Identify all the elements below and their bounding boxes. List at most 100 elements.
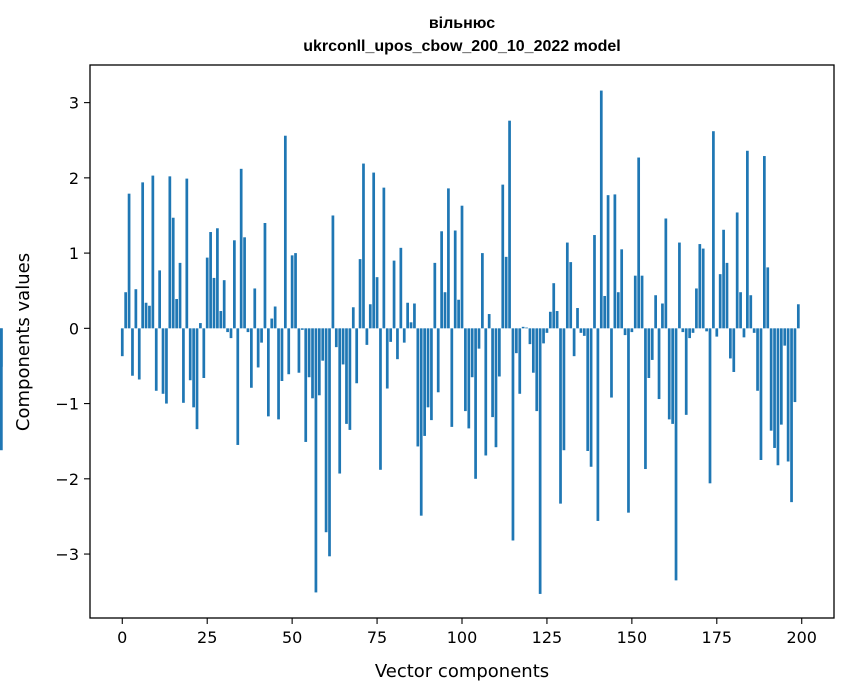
bar-42 (263, 223, 267, 329)
bar-154 (644, 328, 647, 470)
bar-140 (596, 328, 600, 521)
bar-81 (396, 328, 399, 360)
bar-1 (124, 292, 128, 329)
bar-10 (154, 328, 158, 391)
bar-32 (229, 328, 233, 339)
y-axis-ticks: −3 −2 −1 0 1 2 3 (55, 94, 90, 564)
bar-101 (464, 328, 467, 412)
bar-108 (487, 314, 491, 329)
bar-124 (542, 328, 545, 344)
bar-164 (678, 242, 681, 329)
bar-104 (474, 328, 477, 479)
bar-137 (586, 328, 590, 451)
bar-185 (749, 295, 753, 329)
bar-105 (477, 328, 481, 349)
chart-subtitle: ukrconll_upos_cbow_200_10_2022 model (303, 38, 620, 55)
bar-199 (796, 304, 800, 329)
bar-71 (362, 163, 365, 329)
bar-158 (657, 328, 661, 400)
y-axis-label: Components values (13, 253, 34, 431)
bar-178 (725, 262, 729, 329)
bar-176 (718, 274, 722, 329)
bar-76 (379, 328, 382, 470)
bar-117 (518, 328, 522, 394)
bar-44 (270, 318, 274, 329)
y-tick-label: 1 (69, 244, 79, 263)
y-tick-label: 0 (69, 319, 79, 338)
bar-48 (283, 135, 287, 329)
bar-181 (735, 212, 739, 329)
bar-13 (165, 328, 168, 404)
bar-14 (168, 176, 172, 329)
bar-37 (246, 328, 250, 333)
bar-undefined (0, 328, 3, 367)
bar-undefined (0, 328, 3, 451)
bar-61 (328, 328, 331, 557)
bar-93 (436, 328, 440, 393)
bar-75 (375, 277, 379, 329)
bar-56 (311, 328, 314, 399)
bar-139 (593, 235, 596, 329)
bar-7 (144, 302, 148, 329)
bar-167 (688, 328, 691, 339)
bar-46 (277, 328, 280, 420)
bar-196 (786, 328, 790, 462)
bar-86 (413, 303, 416, 329)
bar-182 (739, 292, 742, 329)
x-tick-label: 200 (786, 628, 817, 647)
bar-16 (175, 298, 178, 329)
bar-23 (199, 323, 202, 329)
bar-12 (161, 328, 165, 394)
bar-119 (525, 327, 528, 329)
bar-160 (664, 218, 668, 329)
x-tick-label: 175 (702, 628, 733, 647)
bar-3 (131, 328, 134, 376)
bar-133 (572, 328, 576, 357)
bar-59 (321, 328, 325, 361)
bar-57 (314, 328, 318, 593)
bar-72 (365, 328, 369, 345)
bar-94 (440, 231, 443, 329)
bar-25 (205, 257, 209, 329)
bar-21 (192, 328, 195, 408)
bar-96 (447, 188, 450, 329)
bar-47 (280, 328, 284, 381)
bar-170 (698, 244, 702, 329)
bar-175 (715, 328, 719, 337)
bar-163 (674, 328, 678, 581)
bar-166 (684, 328, 688, 415)
bar-11 (158, 270, 161, 329)
bar-22 (195, 328, 199, 430)
bar-142 (603, 295, 607, 329)
bar-19 (185, 178, 189, 329)
bar-95 (443, 292, 447, 329)
bar-38 (250, 328, 253, 388)
bar-92 (433, 262, 437, 329)
x-tick-label: 150 (617, 628, 648, 647)
bar-39 (253, 288, 257, 329)
bar-5 (137, 328, 141, 380)
bar-159 (661, 303, 664, 329)
bar-34 (236, 328, 240, 445)
bar-134 (576, 308, 579, 329)
bar-97 (450, 328, 454, 427)
bar-184 (746, 150, 749, 329)
bar-129 (559, 328, 562, 504)
bar-49 (287, 328, 291, 375)
bar-107 (484, 328, 488, 456)
x-tick-label: 25 (197, 628, 217, 647)
bar-180 (732, 328, 736, 372)
bar-62 (331, 215, 335, 329)
bar-123 (538, 328, 542, 594)
bar-103 (470, 328, 474, 378)
bar-74 (372, 172, 376, 329)
bar-168 (691, 328, 695, 333)
bar-138 (589, 328, 593, 467)
bar-126 (548, 311, 552, 329)
y-tick-label: 2 (69, 169, 79, 188)
bar-54 (304, 328, 308, 442)
bar-197 (790, 328, 793, 503)
bar-145 (613, 194, 617, 329)
bar-9 (151, 175, 155, 329)
bar-171 (701, 248, 705, 329)
